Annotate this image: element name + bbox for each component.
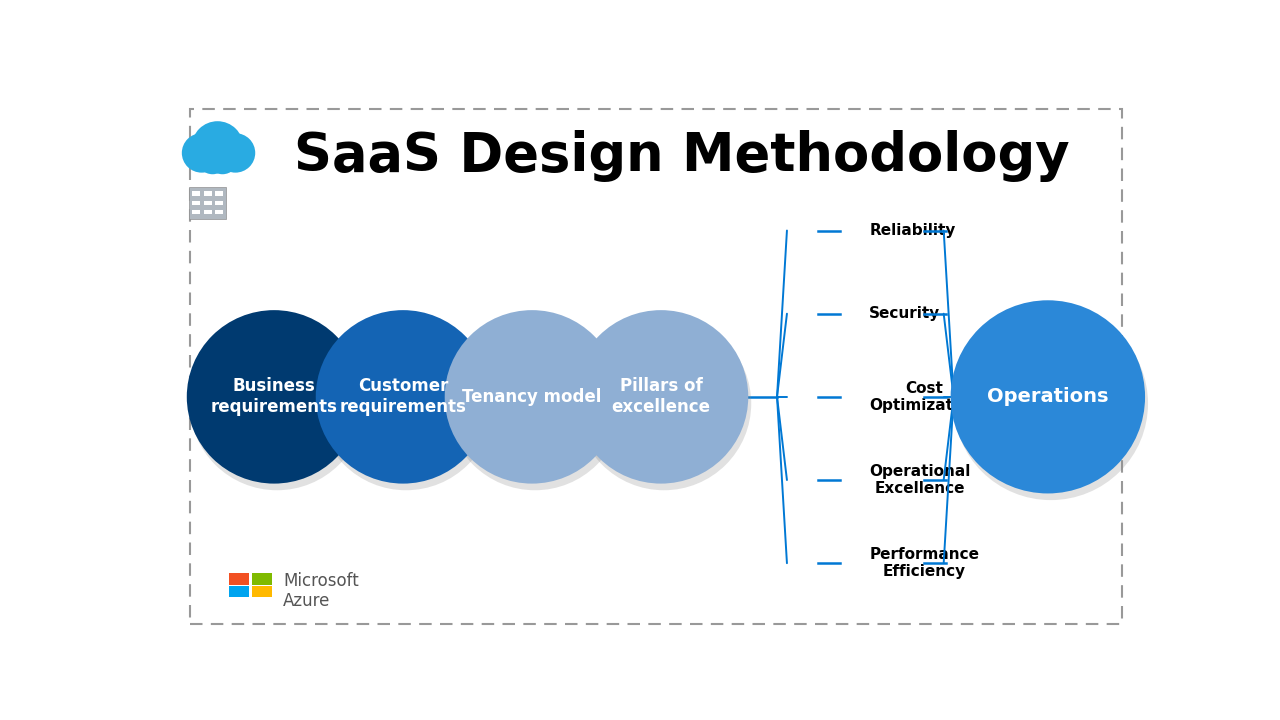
Ellipse shape xyxy=(573,310,749,484)
FancyBboxPatch shape xyxy=(215,210,223,214)
Ellipse shape xyxy=(448,317,622,490)
Ellipse shape xyxy=(951,300,1146,493)
Ellipse shape xyxy=(189,317,365,490)
FancyBboxPatch shape xyxy=(215,192,223,196)
FancyBboxPatch shape xyxy=(204,192,211,196)
Text: Operations: Operations xyxy=(987,387,1108,406)
Text: Tenancy model: Tenancy model xyxy=(462,388,602,406)
FancyBboxPatch shape xyxy=(215,201,223,205)
Text: Pillars of
excellence: Pillars of excellence xyxy=(612,377,710,416)
Text: Security: Security xyxy=(869,306,941,321)
FancyBboxPatch shape xyxy=(252,573,273,585)
Ellipse shape xyxy=(192,121,243,173)
Text: Cost
Optimization: Cost Optimization xyxy=(869,381,979,413)
FancyBboxPatch shape xyxy=(192,201,200,205)
Text: SaaS Design Methodology: SaaS Design Methodology xyxy=(294,130,1070,181)
Text: Operational
Excellence: Operational Excellence xyxy=(869,464,970,496)
FancyBboxPatch shape xyxy=(188,186,227,219)
Ellipse shape xyxy=(187,310,361,484)
FancyBboxPatch shape xyxy=(192,210,200,214)
FancyBboxPatch shape xyxy=(252,586,273,598)
Ellipse shape xyxy=(206,143,238,174)
Ellipse shape xyxy=(954,307,1148,500)
FancyBboxPatch shape xyxy=(229,586,250,598)
FancyBboxPatch shape xyxy=(192,192,200,196)
Text: Reliability: Reliability xyxy=(869,223,956,238)
FancyBboxPatch shape xyxy=(229,573,250,585)
Ellipse shape xyxy=(577,317,751,490)
FancyBboxPatch shape xyxy=(204,210,211,214)
Text: Customer
requirements: Customer requirements xyxy=(339,377,466,416)
Ellipse shape xyxy=(444,310,620,484)
Ellipse shape xyxy=(182,133,221,173)
Text: Performance
Efficiency: Performance Efficiency xyxy=(869,547,979,580)
Ellipse shape xyxy=(319,317,493,490)
Text: Business
requirements: Business requirements xyxy=(211,377,338,416)
Ellipse shape xyxy=(197,143,228,174)
Ellipse shape xyxy=(316,310,490,484)
FancyBboxPatch shape xyxy=(204,201,211,205)
Text: Microsoft
Azure: Microsoft Azure xyxy=(283,572,358,611)
Ellipse shape xyxy=(215,133,255,173)
